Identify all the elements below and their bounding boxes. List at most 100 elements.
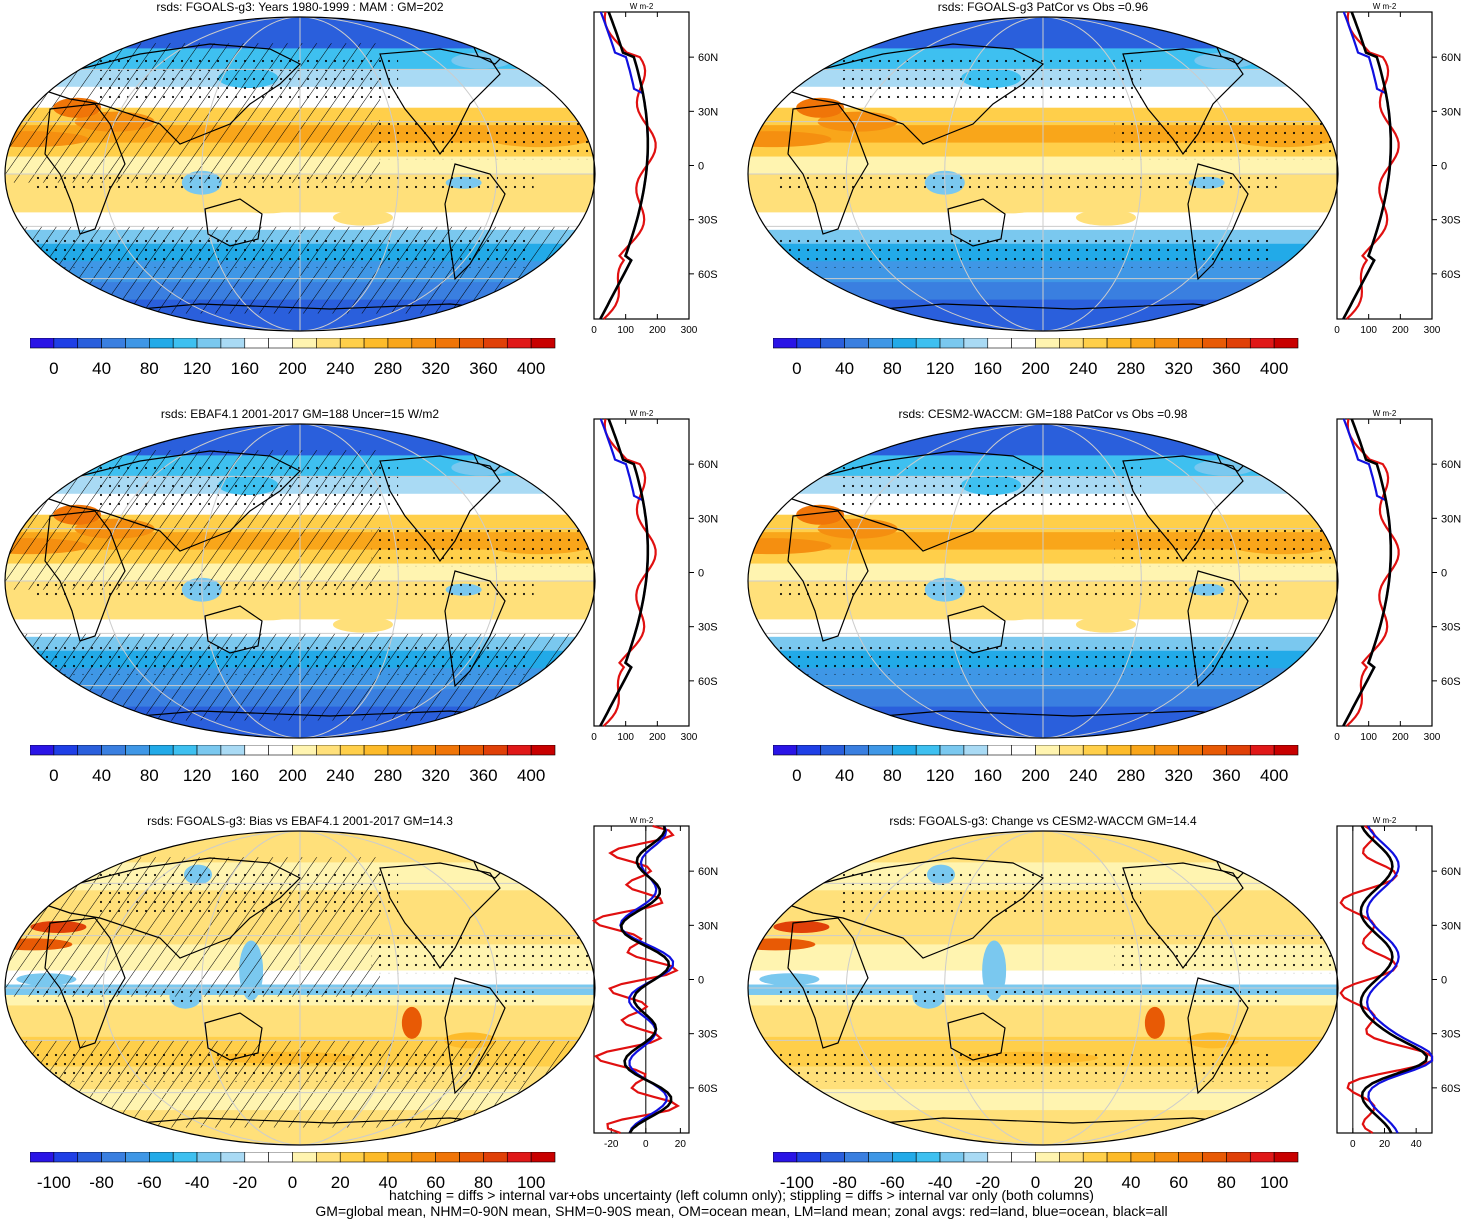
panel-change-map: rsds: FGOALS-g3: Change vs CESM2-WACCM G… <box>743 814 1483 1219</box>
colorbar-swatch <box>459 338 484 349</box>
colorbar-tick-label: 320 <box>1164 359 1192 378</box>
zonal-ytick-label: 60N <box>698 52 718 64</box>
colorbar-swatch <box>820 1152 845 1163</box>
colorbar-swatch <box>796 1152 822 1163</box>
colorbar: -100 -80 -60 -40 -20 0 20 40 60 80 100 <box>773 1152 1299 1192</box>
colorbar-swatch <box>220 745 246 756</box>
colorbar-swatch <box>1106 745 1132 756</box>
zonal-ytick-label: 60S <box>698 676 718 688</box>
panel-obs-climatology: rsds: EBAF4.1 2001-2017 GM=188 Uncer=15 … <box>0 407 740 812</box>
colorbar-swatch <box>1059 745 1084 756</box>
colorbar-tick-label: 280 <box>1117 766 1145 785</box>
colorbar-tick-label: -40 <box>928 1173 953 1192</box>
zonal-profile: W m-2 60N 30N 0 30S 60S 0 100 200 300 <box>591 2 718 336</box>
colorbar-swatch <box>820 745 845 756</box>
colorbar-swatch <box>1130 1152 1156 1163</box>
colorbar-swatch <box>915 338 941 349</box>
zonal-xtick-label: 300 <box>681 325 698 336</box>
colorbar-swatch <box>1082 745 1108 756</box>
colorbar-tick-label: 360 <box>469 359 497 378</box>
map-field <box>748 831 1338 1145</box>
zonal-ytick-label: 30S <box>1441 215 1461 227</box>
zonal-xtick-label: 20 <box>1379 1139 1391 1150</box>
field-anomaly <box>748 538 832 555</box>
panel-cesm-climatology: rsds: CESM2-WACCM: GM=188 PatCor vs Obs … <box>743 407 1483 812</box>
zonal-xtick-label: 300 <box>1424 732 1441 743</box>
zonal-xtick-label: 0 <box>1334 325 1340 336</box>
colorbar-swatch <box>1178 745 1203 756</box>
map-field <box>748 17 1338 331</box>
colorbar: 0 40 80 120 160 200 240 280 320 360 400 <box>773 745 1299 785</box>
colorbar-swatch <box>196 1152 222 1163</box>
colorbar-swatch <box>53 745 79 756</box>
colorbar-tick-label: 120 <box>183 766 211 785</box>
field-anomaly <box>237 604 298 621</box>
zonal-xtick-label: 100 <box>1360 325 1377 336</box>
zonal-all-line <box>619 825 673 1134</box>
colorbar-swatch <box>363 1152 389 1163</box>
colorbar-tick-label: 20 <box>1074 1173 1093 1192</box>
zonal-xtick-label: 200 <box>1392 732 1409 743</box>
zonal-ytick-label: 30N <box>1441 513 1461 525</box>
footer-line-1: hatching = diffs > internal var+obs unce… <box>389 1187 1094 1203</box>
zonal-ytick-label: 60S <box>698 1083 718 1095</box>
colorbar-tick-label: 120 <box>926 359 954 378</box>
field-anomaly <box>1075 209 1136 226</box>
colorbar-swatch <box>149 745 174 756</box>
colorbar-swatch <box>220 338 246 349</box>
colorbar-tick-label: 320 <box>421 766 449 785</box>
colorbar-swatch <box>172 1152 198 1163</box>
colorbar-tick-label: 360 <box>1212 766 1240 785</box>
colorbar-tick-label: 120 <box>926 766 954 785</box>
colorbar-tick-label: 280 <box>374 359 402 378</box>
colorbar-swatch <box>244 338 269 349</box>
colorbar-swatch <box>1082 338 1108 349</box>
colorbar-swatch <box>387 1152 413 1163</box>
colorbar-swatch <box>244 745 269 756</box>
zonal-ytick-label: 60N <box>698 459 718 471</box>
colorbar-tick-label: -100 <box>780 1173 814 1192</box>
zonal-xtick-label: 0 <box>591 732 597 743</box>
colorbar-tick-label: 60 <box>426 1173 445 1192</box>
zonal-xtick-label: 0 <box>591 325 597 336</box>
zonal-ytick-label: 60S <box>1441 269 1461 281</box>
colorbar-swatch <box>411 1152 436 1163</box>
colorbar-swatch <box>844 1152 869 1163</box>
zonal-ytick-label: 0 <box>1441 161 1447 173</box>
colorbar-swatch <box>459 1152 484 1163</box>
zonal-ytick-label: 60N <box>1441 52 1461 64</box>
map-title: rsds: CESM2-WACCM: GM=188 PatCor vs Obs … <box>898 407 1188 421</box>
colorbar-swatch <box>1059 1152 1084 1163</box>
colorbar-swatch <box>1154 1152 1179 1163</box>
colorbar-tick-label: 80 <box>140 766 159 785</box>
colorbar-swatch <box>506 338 532 349</box>
colorbar-swatch <box>149 338 174 349</box>
colorbar-swatch <box>268 338 293 349</box>
colorbar-swatch <box>820 338 845 349</box>
colorbar: 0 40 80 120 160 200 240 280 320 360 400 <box>30 338 556 378</box>
graticule <box>5 17 595 331</box>
field-anomaly <box>1194 52 1255 69</box>
colorbar-tick-label: 240 <box>326 766 354 785</box>
colorbar-swatch <box>892 1152 917 1163</box>
colorbar-tick-label: -20 <box>232 1173 257 1192</box>
zonal-ytick-label: 30S <box>698 622 718 634</box>
map-field <box>5 17 595 331</box>
colorbar-swatch <box>292 1152 317 1163</box>
colorbar-tick-label: 80 <box>474 1173 493 1192</box>
colorbar-swatch <box>172 745 198 756</box>
zonal-all-line <box>599 418 650 727</box>
colorbar-tick-label: 240 <box>1069 766 1097 785</box>
zonal-ytick-label: 30S <box>698 215 718 227</box>
colorbar-swatch <box>987 745 1012 756</box>
zonal-xtick-label: 100 <box>1360 732 1377 743</box>
zonal-profile: W m-2 60N 30N 0 30S 60S -20 0 20 <box>591 816 718 1150</box>
colorbar-swatch <box>773 1152 798 1163</box>
colorbar-swatch <box>387 338 413 349</box>
map-title: rsds: FGOALS-g3: Bias vs EBAF4.1 2001-20… <box>147 814 453 828</box>
colorbar-swatch <box>316 338 341 349</box>
colorbar-tick-label: 400 <box>517 766 545 785</box>
zonal-xtick-label: 0 <box>1350 1139 1356 1150</box>
zonal-ytick-label: 30N <box>698 920 718 932</box>
colorbar-swatch <box>316 745 341 756</box>
